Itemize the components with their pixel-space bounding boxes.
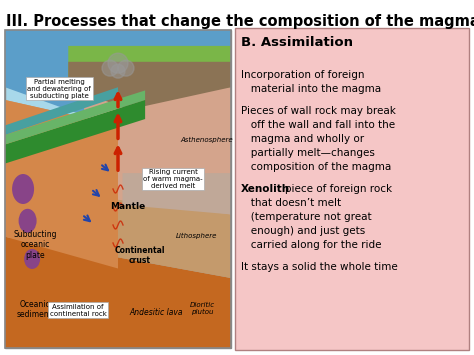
Text: Rising current
of warm magma-
derived melt: Rising current of warm magma- derived me… <box>143 169 203 189</box>
FancyBboxPatch shape <box>235 28 469 350</box>
Text: Asthenosphere: Asthenosphere <box>180 137 233 143</box>
Text: It stays a solid the whole time: It stays a solid the whole time <box>241 262 398 272</box>
Circle shape <box>108 53 128 73</box>
Text: Dioritic
plutou: Dioritic plutou <box>190 302 215 315</box>
Text: Mantle: Mantle <box>110 202 146 211</box>
Polygon shape <box>5 87 118 135</box>
Text: composition of the magma: composition of the magma <box>241 162 391 172</box>
Text: Pieces of wall rock may break: Pieces of wall rock may break <box>241 106 396 116</box>
Text: B. Assimilation: B. Assimilation <box>241 36 353 49</box>
Text: Continental
crust: Continental crust <box>115 246 165 265</box>
Polygon shape <box>84 87 231 214</box>
Text: (temperature not great: (temperature not great <box>241 212 372 222</box>
Text: Oceanic
sediment: Oceanic sediment <box>17 300 52 320</box>
Text: Incorporation of foreign: Incorporation of foreign <box>241 70 365 80</box>
Ellipse shape <box>24 249 40 269</box>
Text: Subducting
oceanic
plate: Subducting oceanic plate <box>13 230 57 260</box>
Text: material into the magma: material into the magma <box>241 84 381 94</box>
Text: that doesn’t melt: that doesn’t melt <box>241 198 341 208</box>
Polygon shape <box>5 100 118 268</box>
Polygon shape <box>122 173 231 214</box>
Circle shape <box>111 64 125 78</box>
Text: magma and wholly or: magma and wholly or <box>241 134 364 144</box>
Polygon shape <box>68 62 231 109</box>
Polygon shape <box>68 46 231 109</box>
Text: : piece of foreign rock: : piece of foreign rock <box>278 184 392 194</box>
Polygon shape <box>5 100 231 278</box>
Polygon shape <box>5 100 145 164</box>
Polygon shape <box>5 30 231 132</box>
Text: enough) and just gets: enough) and just gets <box>241 226 365 236</box>
Text: III. Processes that change the composition of the magma: III. Processes that change the compositi… <box>6 14 474 29</box>
Circle shape <box>118 60 134 76</box>
Ellipse shape <box>12 174 34 204</box>
Text: off the wall and fall into the: off the wall and fall into the <box>241 120 395 130</box>
Text: partially melt—changes: partially melt—changes <box>241 148 375 158</box>
Polygon shape <box>5 91 145 144</box>
Text: Xenolith: Xenolith <box>241 184 290 194</box>
Text: Andesitic lava: Andesitic lava <box>130 308 183 317</box>
Circle shape <box>102 60 118 76</box>
Polygon shape <box>5 237 231 348</box>
FancyBboxPatch shape <box>5 30 231 348</box>
Text: Assimilation of
continental rock: Assimilation of continental rock <box>50 304 107 317</box>
Text: Partial melting
and dewatering of
subducting plate: Partial melting and dewatering of subduc… <box>27 79 91 99</box>
Text: carried along for the ride: carried along for the ride <box>241 240 382 250</box>
Ellipse shape <box>18 209 36 233</box>
Text: Lithosphere: Lithosphere <box>176 233 218 239</box>
